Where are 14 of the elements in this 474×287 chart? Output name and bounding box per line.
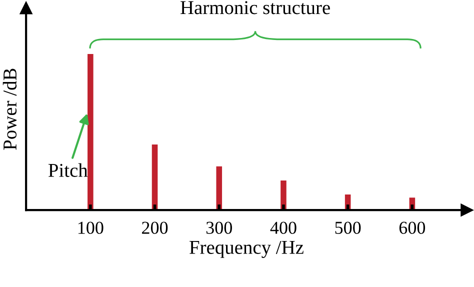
x-tick-label: 300 — [206, 222, 232, 234]
x-tick-label: 200 — [142, 222, 168, 234]
x-tick-label: 400 — [270, 222, 296, 234]
bar — [216, 166, 222, 210]
x-tick-label: 500 — [335, 222, 361, 234]
bar — [88, 54, 94, 210]
bar — [152, 144, 158, 210]
x-tick-label: 600 — [399, 222, 426, 234]
bar — [280, 180, 286, 210]
text: Harmonic structure — [180, 1, 330, 14]
annotation: Pitch — [48, 163, 88, 177]
x-tick-label: 100 — [78, 222, 104, 234]
x-axis-title: Frequency /Hz — [190, 240, 304, 258]
y-axis-title: Power /dB — [2, 68, 17, 150]
